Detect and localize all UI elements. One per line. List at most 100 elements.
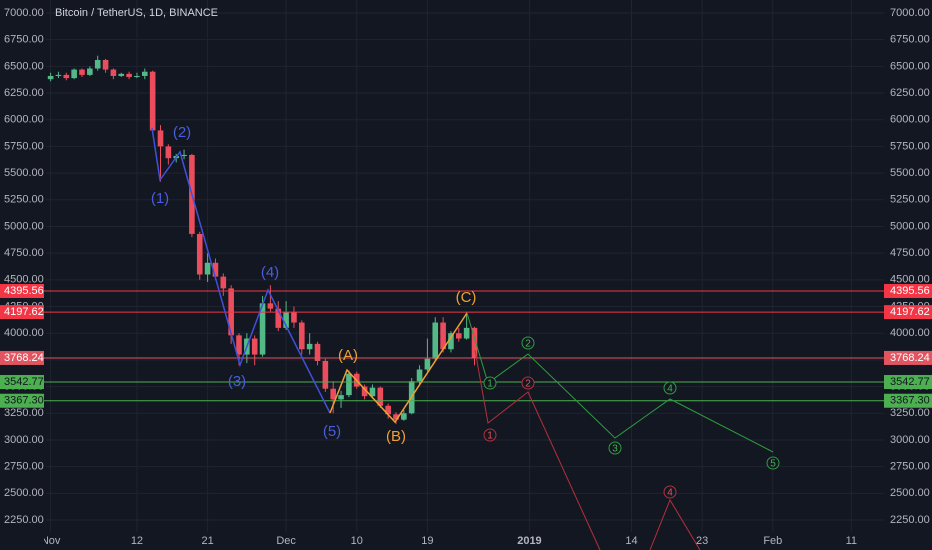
- price-box: [884, 350, 932, 365]
- y-tick-label: 4000.00: [890, 327, 930, 339]
- y-tick-label: 6500.00: [890, 60, 930, 72]
- candle-body: [126, 73, 132, 78]
- candle-body: [401, 413, 407, 420]
- projection-marker: [483, 428, 497, 442]
- y-tick-label: 6250.00: [890, 87, 930, 99]
- candle-body: [196, 233, 203, 275]
- candle-body: [236, 335, 242, 355]
- candle-body: [306, 343, 313, 350]
- candle-body: [110, 69, 117, 76]
- y-tick-label: 5000.00: [4, 220, 44, 232]
- y-tick-label: 5250.00: [890, 194, 930, 206]
- candle-body: [79, 69, 85, 75]
- y-tick-label: 2500.00: [4, 487, 44, 499]
- candle-body: [424, 358, 431, 370]
- y-tick-label: 3000.00: [890, 434, 930, 446]
- candle-body: [181, 154, 187, 157]
- price-box: [0, 350, 44, 365]
- candle-body: [456, 333, 462, 339]
- price-box-label: 4395.56: [4, 285, 44, 297]
- price-box-label: 3542.77: [4, 376, 44, 388]
- projection-marker: [521, 376, 535, 390]
- y-tick-label: 6250.00: [4, 87, 44, 99]
- candle-body: [118, 73, 125, 76]
- price-box-label: 4395.56: [890, 285, 930, 297]
- price-box: [0, 283, 44, 298]
- price-box: [0, 393, 44, 408]
- candle-body: [322, 360, 329, 389]
- x-tick-label: Nov: [41, 535, 61, 547]
- projection-marker: [766, 456, 780, 470]
- x-tick-label: Feb: [763, 535, 782, 547]
- projection-marker: [483, 376, 497, 390]
- candle-body: [47, 75, 54, 80]
- correction-wave-line: [329, 312, 468, 424]
- candle-body: [142, 71, 148, 76]
- y-tick-label: 2250.00: [890, 514, 930, 526]
- impulse-wave-line: [151, 127, 331, 414]
- y-tick-label: 5250.00: [4, 194, 44, 206]
- projection-label: 2: [525, 379, 531, 390]
- candle-body: [87, 68, 93, 75]
- red-projection-line: [649, 498, 701, 550]
- projection-marker: [521, 336, 535, 350]
- y-tick-label: 5500.00: [890, 167, 930, 179]
- projection-label: 1: [487, 431, 493, 442]
- candle-body: [440, 322, 446, 350]
- price-box-label: 3367.30: [890, 395, 930, 407]
- y-tick-label: 2250.00: [4, 514, 44, 526]
- x-tick-label: 14: [625, 535, 637, 547]
- green-projection-line: [466, 312, 774, 453]
- price-box-label: 3768.24: [890, 352, 930, 364]
- projection-marker: [663, 485, 677, 499]
- wave-label: (A): [338, 347, 358, 364]
- candle-body: [283, 311, 289, 328]
- candle-body: [361, 386, 368, 397]
- candle-body: [338, 395, 344, 400]
- candle-body: [314, 343, 321, 361]
- candle-body: [393, 414, 399, 420]
- candle-body: [259, 303, 266, 355]
- candle-body: [94, 59, 101, 69]
- y-tick-label: 4750.00: [890, 247, 930, 259]
- candle-body: [102, 59, 109, 70]
- y-tick-label: 6750.00: [890, 34, 930, 46]
- candle-body: [416, 369, 423, 382]
- x-tick-label: 2019: [517, 535, 541, 547]
- projection-label: 1: [487, 379, 493, 390]
- candle-body: [330, 388, 336, 400]
- wave-label: (2): [173, 124, 191, 141]
- price-box: [884, 283, 932, 298]
- candle-body: [134, 75, 140, 78]
- price-box-label: 4197.62: [890, 306, 930, 318]
- projection-label: 4: [667, 488, 673, 499]
- y-tick-label: 3250.00: [4, 407, 44, 419]
- y-tick-label: 7000.00: [890, 7, 930, 19]
- projection-marker: [663, 381, 677, 395]
- x-tick-label: 12: [131, 535, 143, 547]
- y-tick-label: 4500.00: [4, 274, 44, 286]
- candle-body: [165, 146, 172, 159]
- y-tick-label: 4000.00: [4, 327, 44, 339]
- candle-body: [448, 333, 454, 350]
- x-tick-label: 10: [351, 535, 363, 547]
- candle-body: [291, 311, 297, 323]
- chart-title: Bitcoin / TetherUS, 1D, BINANCE: [55, 7, 218, 19]
- price-box: [884, 305, 932, 320]
- y-tick-label: 4500.00: [890, 274, 930, 286]
- y-tick-label: 4750.00: [4, 247, 44, 259]
- candle-body: [299, 322, 305, 350]
- candle-body: [267, 303, 274, 309]
- price-box-label: 3768.24: [4, 352, 44, 364]
- y-tick-label: 2750.00: [4, 461, 44, 473]
- x-tick-label: 21: [201, 535, 213, 547]
- x-tick-label: 19: [421, 535, 433, 547]
- y-tick-label: 6000.00: [890, 114, 930, 126]
- candle-body: [251, 338, 258, 355]
- candle-body: [463, 327, 470, 339]
- wave-label: (C): [456, 289, 477, 306]
- y-tick-label: 5000.00: [890, 220, 930, 232]
- y-tick-label: 6750.00: [4, 34, 44, 46]
